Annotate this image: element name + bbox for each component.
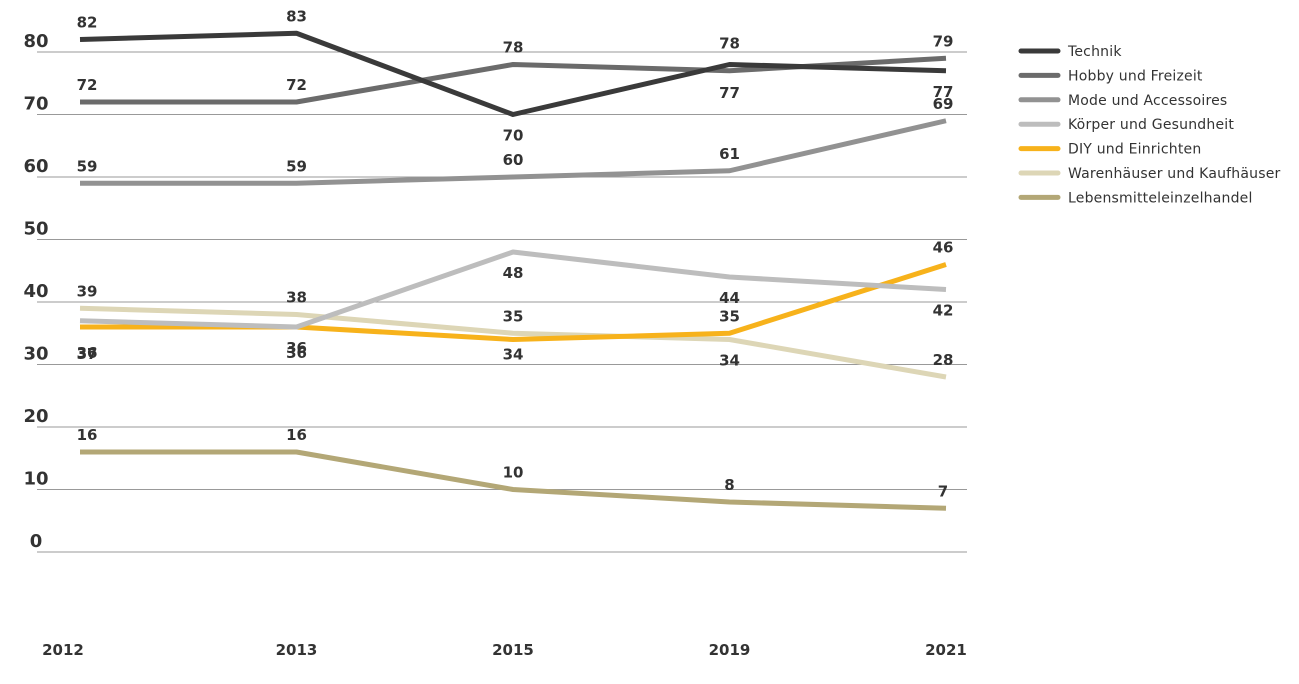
data-label: 83 bbox=[286, 7, 307, 25]
legend-label: DIY und Einrichten bbox=[1068, 142, 1201, 158]
legend-label: Körper und Gesundheit bbox=[1068, 117, 1234, 133]
data-label: 34 bbox=[719, 352, 740, 370]
data-label: 44 bbox=[719, 289, 740, 307]
data-label: 69 bbox=[933, 95, 954, 113]
series-line bbox=[80, 118, 947, 186]
series-line bbox=[80, 449, 947, 511]
data-label: 61 bbox=[719, 145, 740, 163]
legend-label: Lebensmitteleinzelhandel bbox=[1068, 190, 1253, 206]
series-line bbox=[79, 249, 947, 330]
data-label: 42 bbox=[933, 302, 954, 320]
data-label: 77 bbox=[719, 84, 740, 102]
data-label: 16 bbox=[77, 426, 98, 444]
y-tick-label: 60 bbox=[23, 156, 48, 177]
data-label: 78 bbox=[503, 39, 524, 57]
data-label: 78 bbox=[719, 35, 740, 53]
data-label: 37 bbox=[77, 345, 98, 363]
x-tick-label: 2013 bbox=[276, 641, 318, 659]
data-label: 35 bbox=[719, 307, 740, 325]
x-tick-label: 2021 bbox=[925, 641, 967, 659]
data-label: 36 bbox=[286, 339, 307, 357]
legend-label: Warenhäuser und Kaufhäuser bbox=[1068, 166, 1281, 182]
data-label: 72 bbox=[286, 76, 307, 94]
data-label: 59 bbox=[77, 157, 98, 175]
data-label: 8 bbox=[724, 476, 734, 494]
y-tick-label: 40 bbox=[23, 281, 48, 302]
data-label: 16 bbox=[286, 426, 307, 444]
data-label: 79 bbox=[933, 32, 954, 50]
data-label: 48 bbox=[503, 264, 524, 282]
series-line bbox=[79, 30, 947, 117]
x-tick-label: 2012 bbox=[42, 641, 84, 659]
data-label: 35 bbox=[503, 307, 524, 325]
data-label: 7 bbox=[938, 482, 948, 500]
data-label: 46 bbox=[933, 239, 954, 257]
data-label: 59 bbox=[286, 157, 307, 175]
y-tick-label: 80 bbox=[23, 31, 48, 52]
y-tick-label: 70 bbox=[23, 94, 48, 115]
series-lines bbox=[79, 30, 947, 511]
legend: Technik Hobby und Freizeit Mode und Access… bbox=[1018, 44, 1281, 206]
legend-label: Technik bbox=[1067, 44, 1122, 60]
legend-label: Hobby und Freizeit bbox=[1068, 68, 1203, 84]
data-label: 28 bbox=[933, 351, 954, 369]
data-label: 60 bbox=[503, 151, 524, 169]
y-tick-label: 20 bbox=[23, 406, 48, 427]
y-tick-label: 0 bbox=[30, 531, 43, 552]
x-axis-ticks: 2012 2013 2015 2019 2021 bbox=[42, 641, 967, 659]
gridlines bbox=[37, 51, 967, 553]
data-label: 72 bbox=[77, 76, 98, 94]
data-label: 70 bbox=[503, 127, 524, 145]
data-label: 36 bbox=[286, 344, 307, 362]
data-label: 38 bbox=[286, 289, 307, 307]
y-tick-label: 10 bbox=[23, 469, 48, 490]
data-label: 10 bbox=[503, 464, 524, 482]
data-label: 39 bbox=[77, 282, 98, 300]
y-axis-ticks: 0 10 20 30 40 50 60 70 80 bbox=[23, 31, 48, 552]
y-tick-label: 30 bbox=[23, 344, 48, 365]
legend-label: Mode und Accessoires bbox=[1068, 93, 1227, 109]
x-tick-label: 2015 bbox=[492, 641, 534, 659]
data-label: 34 bbox=[503, 346, 524, 364]
series-line bbox=[79, 305, 947, 380]
data-label: 77 bbox=[933, 83, 954, 101]
data-label: 82 bbox=[77, 14, 98, 32]
x-tick-label: 2019 bbox=[709, 641, 751, 659]
y-tick-label: 50 bbox=[23, 219, 48, 240]
data-label: 36 bbox=[77, 344, 98, 362]
